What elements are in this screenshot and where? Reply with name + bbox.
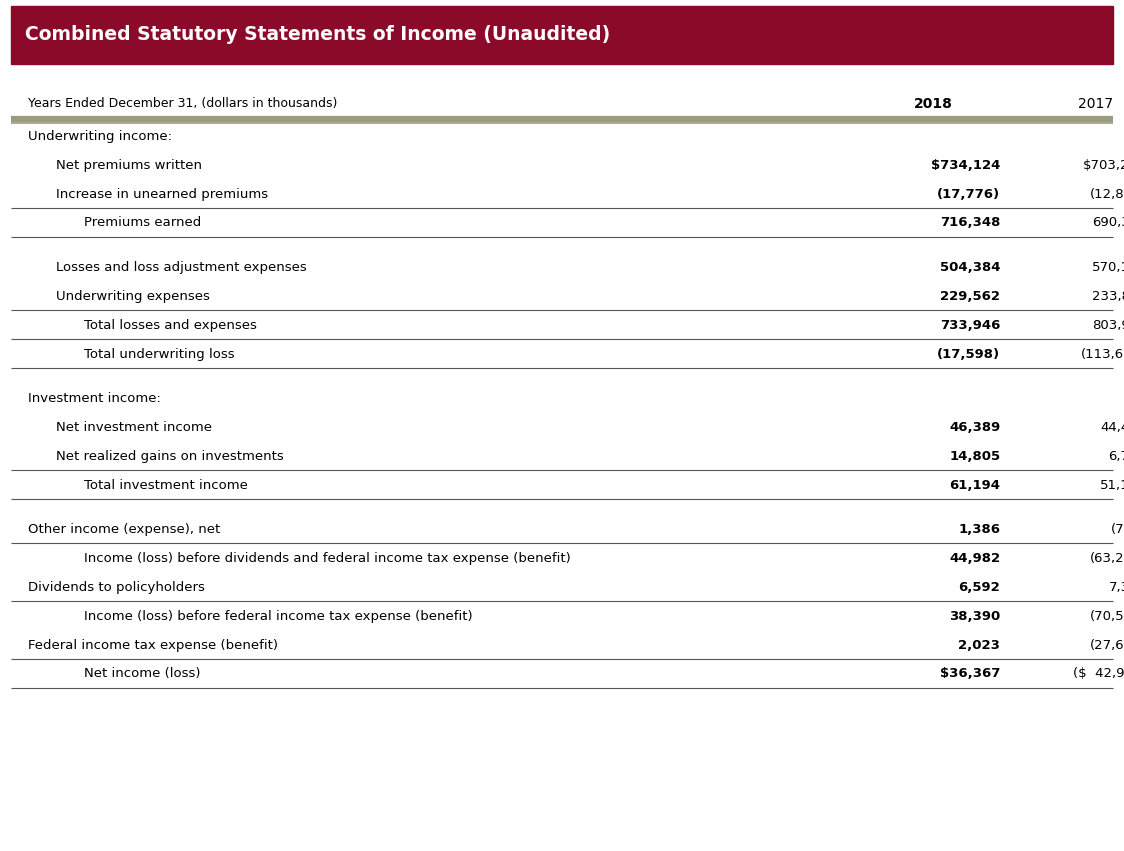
Text: 44,982: 44,982 [950,551,1000,565]
Text: Increase in unearned premiums: Increase in unearned premiums [56,187,269,201]
Text: Net premiums written: Net premiums written [56,158,202,172]
Text: Total losses and expenses: Total losses and expenses [84,318,257,332]
Text: Underwriting expenses: Underwriting expenses [56,289,210,303]
Text: Income (loss) before dividends and federal income tax expense (benefit): Income (loss) before dividends and feder… [84,551,571,565]
Text: 229,562: 229,562 [941,289,1000,303]
Text: 504,384: 504,384 [940,260,1000,274]
Text: 803,964: 803,964 [1093,318,1124,332]
Text: 2,023: 2,023 [959,638,1000,652]
Text: (70,592): (70,592) [1090,609,1124,623]
Text: 716,348: 716,348 [940,216,1000,230]
Text: Total underwriting loss: Total underwriting loss [84,347,235,361]
Text: 46,389: 46,389 [949,420,1000,434]
Text: 7,376: 7,376 [1108,580,1124,594]
Text: 38,390: 38,390 [949,609,1000,623]
Text: Net investment income: Net investment income [56,420,212,434]
Text: 690,334: 690,334 [1091,216,1124,230]
Text: (17,598): (17,598) [937,347,1000,361]
Text: (63,216): (63,216) [1090,551,1124,565]
Text: Premiums earned: Premiums earned [84,216,201,230]
Text: 61,194: 61,194 [950,478,1000,492]
Text: (27,632): (27,632) [1090,638,1124,652]
Text: (113,630): (113,630) [1081,347,1124,361]
Text: Investment income:: Investment income: [28,391,161,405]
Text: 1,386: 1,386 [959,523,1000,536]
Text: Total investment income: Total investment income [84,478,248,492]
Text: Net realized gains on investments: Net realized gains on investments [56,449,284,463]
Text: 51,198: 51,198 [1100,478,1124,492]
Text: (784): (784) [1111,523,1124,536]
Text: 2017: 2017 [1078,97,1114,111]
Text: Federal income tax expense (benefit): Federal income tax expense (benefit) [28,638,278,652]
Text: 44,445: 44,445 [1100,420,1124,434]
Text: 14,805: 14,805 [950,449,1000,463]
Bar [11,6,1113,64]
Text: 733,946: 733,946 [940,318,1000,332]
Text: ($  42,960): ($ 42,960) [1073,667,1124,681]
Text: Combined Statutory Statements of Income (Unaudited): Combined Statutory Statements of Income … [25,26,610,44]
Text: $36,367: $36,367 [940,667,1000,681]
Text: $734,124: $734,124 [931,158,1000,172]
Text: (17,776): (17,776) [937,187,1000,201]
Text: Losses and loss adjustment expenses: Losses and loss adjustment expenses [56,260,307,274]
Text: Dividends to policyholders: Dividends to policyholders [28,580,205,594]
Text: Years Ended December 31, (dollars in thousands): Years Ended December 31, (dollars in tho… [28,97,337,111]
Text: 6,753: 6,753 [1108,449,1124,463]
Text: Net income (loss): Net income (loss) [84,667,201,681]
Text: 2018: 2018 [914,97,952,111]
Text: 6,592: 6,592 [959,580,1000,594]
Text: $703,216: $703,216 [1084,158,1124,172]
Text: (12,882): (12,882) [1090,187,1124,201]
Text: Income (loss) before federal income tax expense (benefit): Income (loss) before federal income tax … [84,609,473,623]
Text: Other income (expense), net: Other income (expense), net [28,523,220,536]
Text: 233,847: 233,847 [1091,289,1124,303]
Text: 570,117: 570,117 [1091,260,1124,274]
Text: Underwriting income:: Underwriting income: [28,129,172,143]
